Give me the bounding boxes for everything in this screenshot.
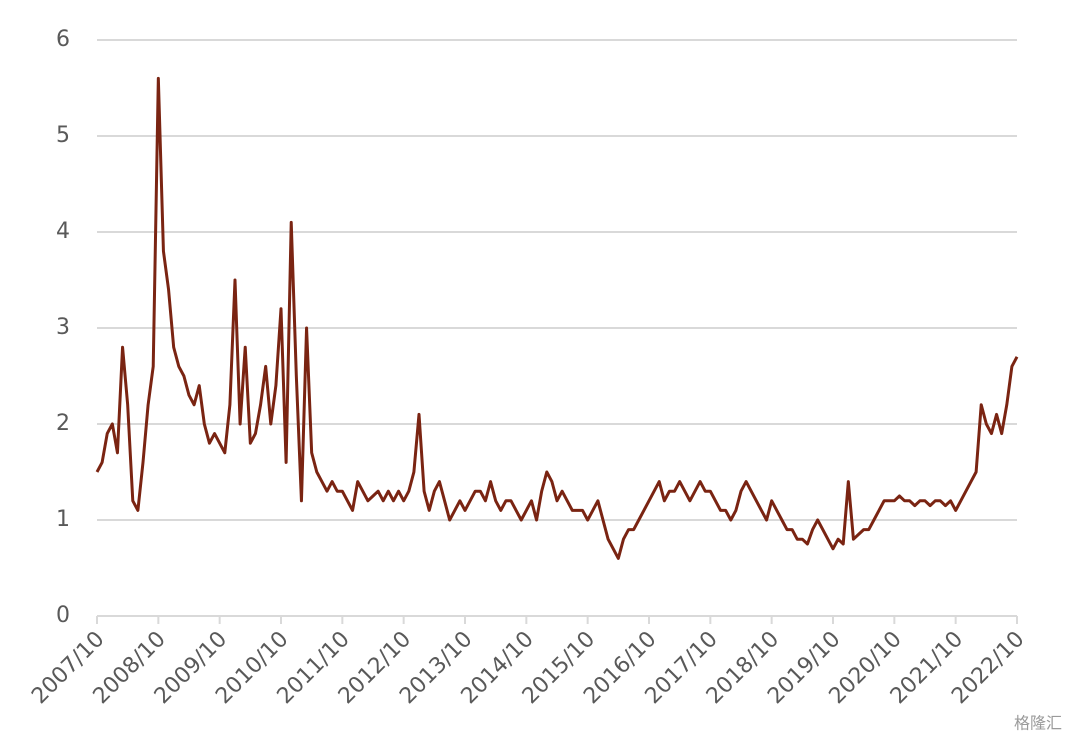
- y-tick-label: 6: [56, 27, 70, 52]
- y-tick-label: 0: [56, 603, 70, 628]
- watermark: 格隆汇: [1014, 714, 1062, 733]
- y-tick-label: 5: [56, 123, 70, 148]
- y-tick-label: 4: [56, 219, 70, 244]
- y-tick-label: 1: [56, 507, 70, 532]
- y-tick-label: 3: [56, 315, 70, 340]
- series-line: [95, 76, 1019, 560]
- y-tick-label: 2: [56, 411, 70, 436]
